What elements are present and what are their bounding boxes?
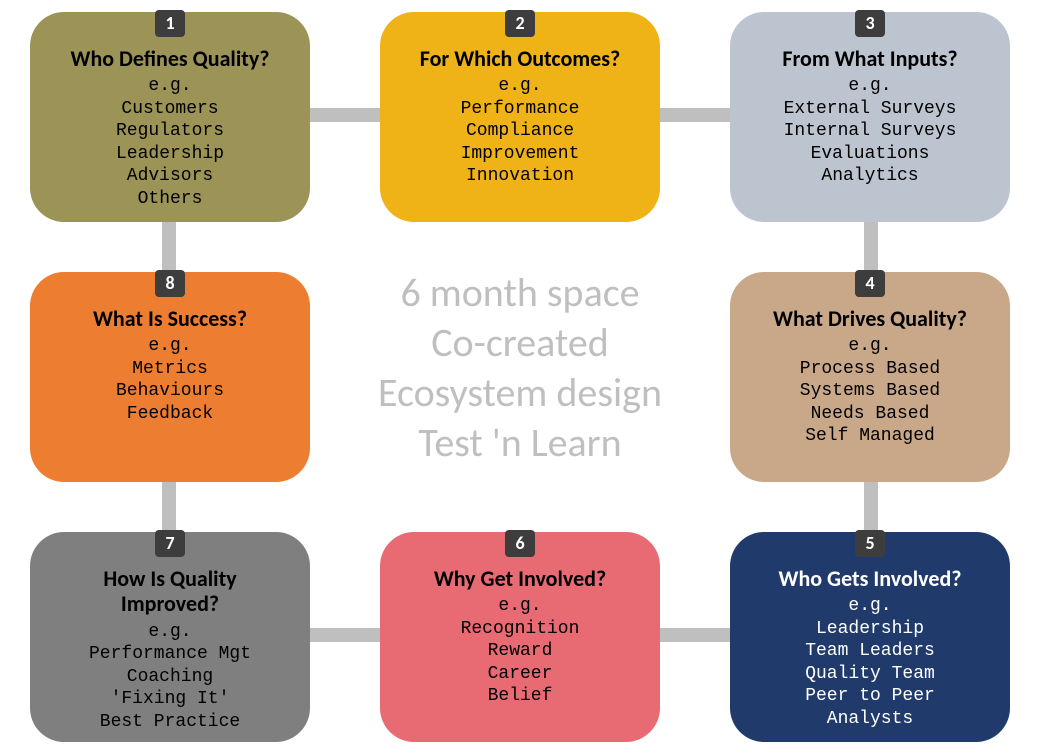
node-examples: e.g. Performance Compliance Improvement … bbox=[380, 75, 660, 188]
node-title: For Which Outcomes? bbox=[380, 46, 660, 71]
node-title: Who Defines Quality? bbox=[30, 46, 310, 71]
node-examples: e.g. Leadership Team Leaders Quality Tea… bbox=[730, 595, 1010, 730]
node-examples: e.g. Recognition Reward Career Belief bbox=[380, 595, 660, 708]
node-how-is-quality-improved: 7 How Is Quality Improved? e.g. Performa… bbox=[30, 532, 310, 742]
node-who-gets-involved: 5 Who Gets Involved? e.g. Leadership Tea… bbox=[730, 532, 1010, 742]
node-who-defines-quality: 1 Who Defines Quality? e.g. Customers Re… bbox=[30, 12, 310, 222]
node-examples: e.g. Process Based Systems Based Needs B… bbox=[730, 335, 1010, 448]
node-badge: 8 bbox=[155, 270, 185, 297]
node-badge: 3 bbox=[855, 10, 885, 37]
node-badge: 6 bbox=[505, 530, 535, 557]
node-examples: e.g. Customers Regulators Leadership Adv… bbox=[30, 75, 310, 210]
node-what-drives-quality: 4 What Drives Quality? e.g. Process Base… bbox=[730, 272, 1010, 482]
node-title: Why Get Involved? bbox=[380, 566, 660, 591]
node-title: What Is Success? bbox=[30, 306, 310, 331]
node-what-is-success: 8 What Is Success? e.g. Metrics Behaviou… bbox=[30, 272, 310, 482]
node-badge: 1 bbox=[155, 10, 185, 37]
node-badge: 5 bbox=[855, 530, 885, 557]
node-examples: e.g. Metrics Behaviours Feedback bbox=[30, 335, 310, 425]
node-examples: e.g. Performance Mgt Coaching 'Fixing It… bbox=[30, 621, 310, 734]
node-title: Who Gets Involved? bbox=[730, 566, 1010, 591]
node-title: From What Inputs? bbox=[730, 46, 1010, 71]
node-badge: 7 bbox=[155, 530, 185, 557]
node-title: How Is Quality Improved? bbox=[30, 566, 310, 617]
node-badge: 4 bbox=[855, 270, 885, 297]
center-caption: 6 month space Co-created Ecosystem desig… bbox=[310, 268, 730, 468]
node-title: What Drives Quality? bbox=[730, 306, 1010, 331]
diagram-canvas: 6 month space Co-created Ecosystem desig… bbox=[0, 0, 1040, 753]
node-badge: 2 bbox=[505, 10, 535, 37]
node-examples: e.g. External Surveys Internal Surveys E… bbox=[730, 75, 1010, 188]
node-from-what-inputs: 3 From What Inputs? e.g. External Survey… bbox=[730, 12, 1010, 222]
node-why-get-involved: 6 Why Get Involved? e.g. Recognition Rew… bbox=[380, 532, 660, 742]
node-for-which-outcomes: 2 For Which Outcomes? e.g. Performance C… bbox=[380, 12, 660, 222]
